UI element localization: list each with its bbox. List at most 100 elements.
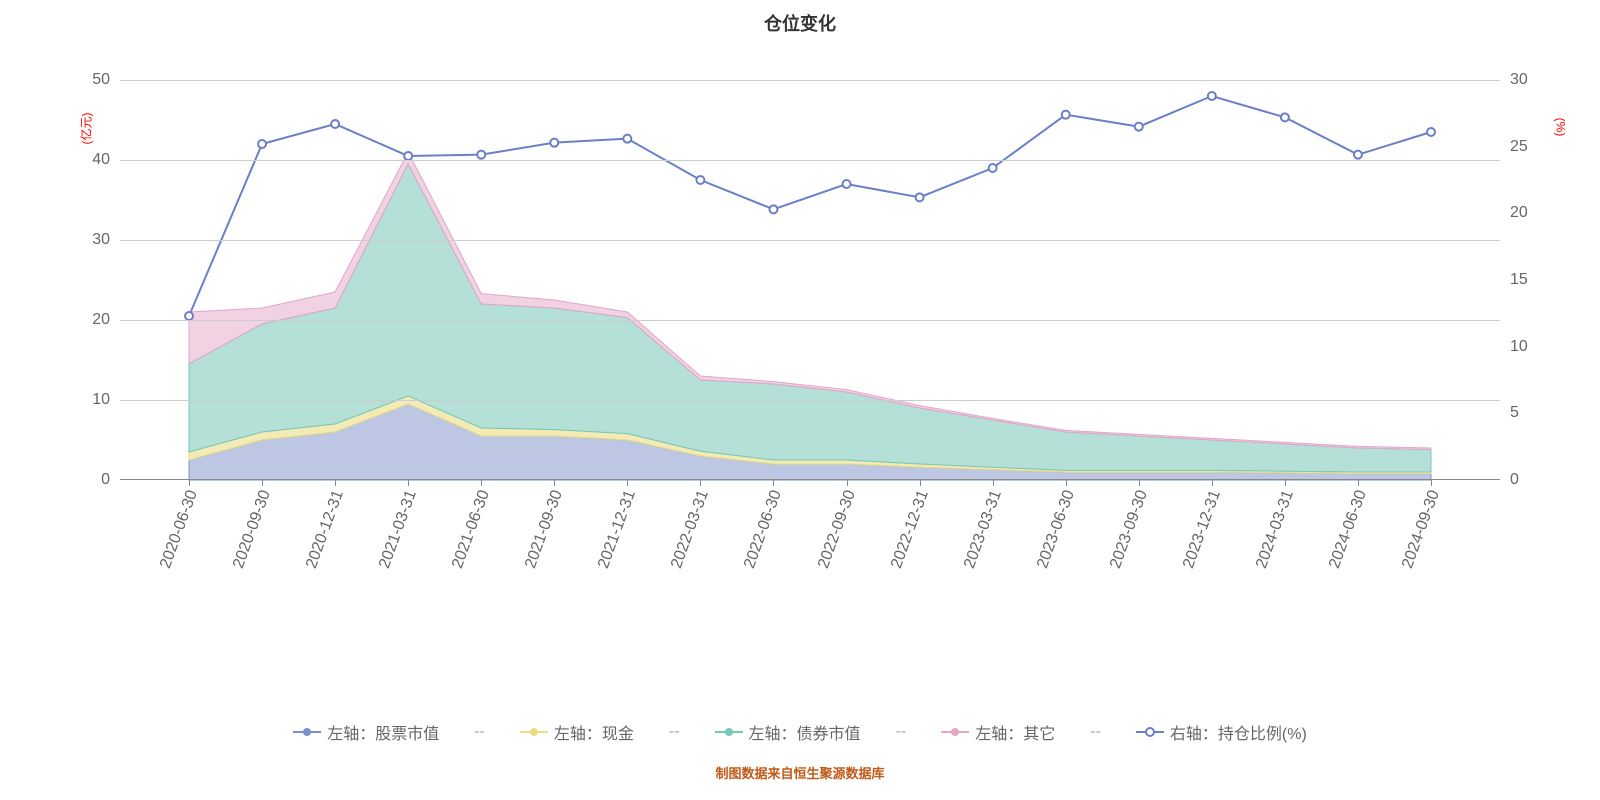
y-right-tick-label: 25: [1510, 138, 1528, 156]
legend-swatch: [293, 725, 321, 739]
data-source-note: 制图数据来自恒生聚源数据库: [0, 763, 1600, 782]
x-tick-label: 2022-03-31: [668, 488, 713, 571]
y-left-tick-label: 50: [92, 71, 110, 89]
x-tick-mark: [920, 480, 921, 486]
x-tick-label: 2023-12-31: [1180, 488, 1225, 571]
y-right-tick-label: 30: [1510, 71, 1528, 89]
y-right-tick-label: 0: [1510, 471, 1519, 489]
x-tick-label: 2020-09-30: [230, 488, 275, 571]
marker-holding_ratio: [185, 312, 193, 320]
x-tick-mark: [335, 480, 336, 486]
chart-container: 仓位变化 (亿元) (%) 01020304050051015202530202…: [0, 0, 1600, 800]
legend-label: 左轴：现金: [554, 720, 634, 744]
legend-swatch: [1136, 725, 1164, 739]
x-tick-mark: [700, 480, 701, 486]
legend-separator: --: [474, 723, 485, 741]
y-axis-right-label: (%): [1554, 118, 1568, 137]
marker-holding_ratio: [1135, 123, 1143, 131]
chart-title: 仓位变化: [0, 10, 1600, 36]
legend-label: 左轴：其它: [975, 720, 1055, 744]
y-left-tick-label: 40: [92, 151, 110, 169]
x-tick-mark: [847, 480, 848, 486]
gridline: [120, 160, 1500, 161]
y-left-tick-label: 0: [101, 471, 110, 489]
y-right-tick-label: 15: [1510, 271, 1528, 289]
marker-holding_ratio: [989, 164, 997, 172]
x-tick-mark: [1431, 480, 1432, 486]
marker-holding_ratio: [769, 205, 777, 213]
marker-holding_ratio: [1354, 151, 1362, 159]
marker-holding_ratio: [916, 193, 924, 201]
x-tick-mark: [1066, 480, 1067, 486]
x-tick-label: 2024-03-31: [1253, 488, 1298, 571]
x-tick-mark: [189, 480, 190, 486]
gridline: [120, 240, 1500, 241]
marker-holding_ratio: [258, 140, 266, 148]
legend-separator: --: [896, 723, 907, 741]
legend-swatch: [715, 725, 743, 739]
marker-holding_ratio: [477, 151, 485, 159]
x-tick-label: 2024-09-30: [1399, 488, 1444, 571]
marker-holding_ratio: [623, 135, 631, 143]
x-tick-mark: [408, 480, 409, 486]
marker-holding_ratio: [550, 139, 558, 147]
x-tick-mark: [554, 480, 555, 486]
gridline: [120, 80, 1500, 81]
x-tick-label: 2022-12-31: [888, 488, 933, 571]
marker-holding_ratio: [696, 176, 704, 184]
gridline: [120, 320, 1500, 321]
legend-label: 右轴：持仓比例(%): [1170, 720, 1307, 744]
x-tick-label: 2023-03-31: [961, 488, 1006, 571]
x-tick-label: 2020-12-31: [303, 488, 348, 571]
x-axis-line: [120, 479, 1500, 480]
x-tick-label: 2022-06-30: [741, 488, 786, 571]
x-tick-label: 2021-12-31: [595, 488, 640, 571]
legend-item-bond[interactable]: 左轴：债券市值: [715, 720, 861, 744]
y-right-tick-label: 5: [1510, 404, 1519, 422]
legend-separator: --: [1090, 723, 1101, 741]
gridline: [120, 400, 1500, 401]
legend-item-other[interactable]: 左轴：其它: [941, 720, 1055, 744]
x-tick-label: 2020-06-30: [157, 488, 202, 571]
marker-holding_ratio: [843, 180, 851, 188]
legend-label: 左轴：股票市值: [327, 720, 439, 744]
x-tick-mark: [993, 480, 994, 486]
y-left-tick-label: 30: [92, 231, 110, 249]
y-right-tick-label: 10: [1510, 338, 1528, 356]
plot-area: 010203040500510152025302020-06-302020-09…: [120, 80, 1500, 480]
legend-item-cash[interactable]: 左轴：现金: [520, 720, 634, 744]
x-tick-label: 2023-06-30: [1034, 488, 1079, 571]
y-axis-left-label: (亿元): [78, 113, 95, 145]
x-tick-label: 2021-09-30: [522, 488, 567, 571]
x-tick-mark: [1212, 480, 1213, 486]
x-tick-mark: [627, 480, 628, 486]
x-tick-mark: [1358, 480, 1359, 486]
x-tick-mark: [262, 480, 263, 486]
marker-holding_ratio: [331, 120, 339, 128]
marker-holding_ratio: [404, 152, 412, 160]
x-tick-label: 2023-09-30: [1107, 488, 1152, 571]
x-tick-mark: [1139, 480, 1140, 486]
x-tick-label: 2024-06-30: [1326, 488, 1371, 571]
marker-holding_ratio: [1281, 113, 1289, 121]
legend-separator: --: [669, 723, 680, 741]
legend-item-holding_ratio[interactable]: 右轴：持仓比例(%): [1136, 720, 1307, 744]
legend: 左轴：股票市值 -- 左轴：现金 -- 左轴：债券市值 -- 左轴：其它 -- 右轴：持仓比例(…: [0, 720, 1600, 744]
x-tick-label: 2021-03-31: [376, 488, 421, 571]
marker-holding_ratio: [1062, 111, 1070, 119]
x-tick-mark: [481, 480, 482, 486]
y-left-tick-label: 10: [92, 391, 110, 409]
y-right-tick-label: 20: [1510, 204, 1528, 222]
x-tick-label: 2022-09-30: [815, 488, 860, 571]
legend-item-stock[interactable]: 左轴：股票市值: [293, 720, 439, 744]
marker-holding_ratio: [1427, 128, 1435, 136]
marker-holding_ratio: [1208, 92, 1216, 100]
legend-swatch: [941, 725, 969, 739]
x-tick-mark: [1285, 480, 1286, 486]
x-tick-label: 2021-06-30: [449, 488, 494, 571]
y-left-tick-label: 20: [92, 311, 110, 329]
legend-label: 左轴：债券市值: [749, 720, 861, 744]
chart-svg: [120, 80, 1500, 480]
x-tick-mark: [773, 480, 774, 486]
legend-swatch: [520, 725, 548, 739]
